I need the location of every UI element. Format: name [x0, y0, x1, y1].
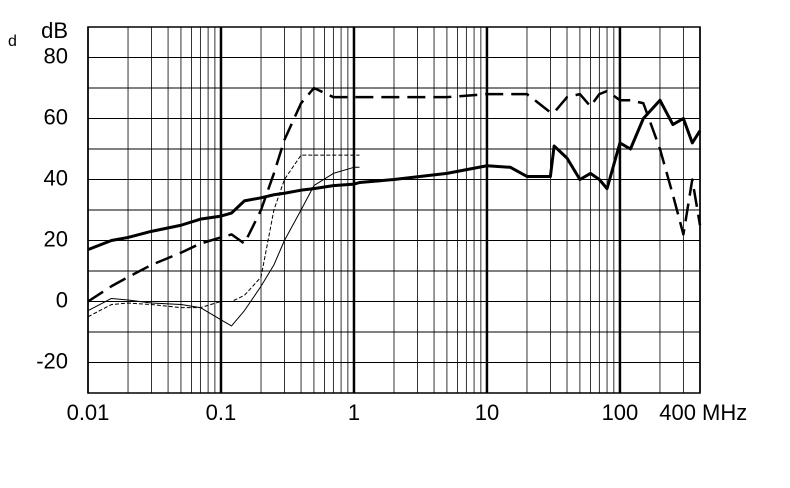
x-tick-label: 100 [602, 400, 639, 425]
x-tick-label: 0.01 [67, 400, 110, 425]
x-tick-label: 0.1 [206, 400, 237, 425]
y-tick-label: 20 [44, 226, 68, 251]
y-tick-label: 60 [44, 104, 68, 129]
y-tick-label: 0 [56, 287, 68, 312]
series-line [87, 154, 360, 318]
y-tick-label: 40 [44, 165, 68, 190]
series-line [87, 86, 702, 303]
x-tick-label: 1 [348, 400, 360, 425]
series-line [87, 98, 702, 252]
y-axis-label: dB [41, 18, 68, 43]
x-tick-label: 400 [659, 400, 696, 425]
y-tick-label: 80 [44, 43, 68, 68]
x-tick-label: 10 [475, 400, 499, 425]
plot-frame [87, 26, 701, 394]
series-line [87, 166, 360, 327]
y-tick-label: -20 [36, 348, 68, 373]
corner-text: d [8, 33, 17, 50]
x-axis-label: MHz [702, 400, 747, 425]
